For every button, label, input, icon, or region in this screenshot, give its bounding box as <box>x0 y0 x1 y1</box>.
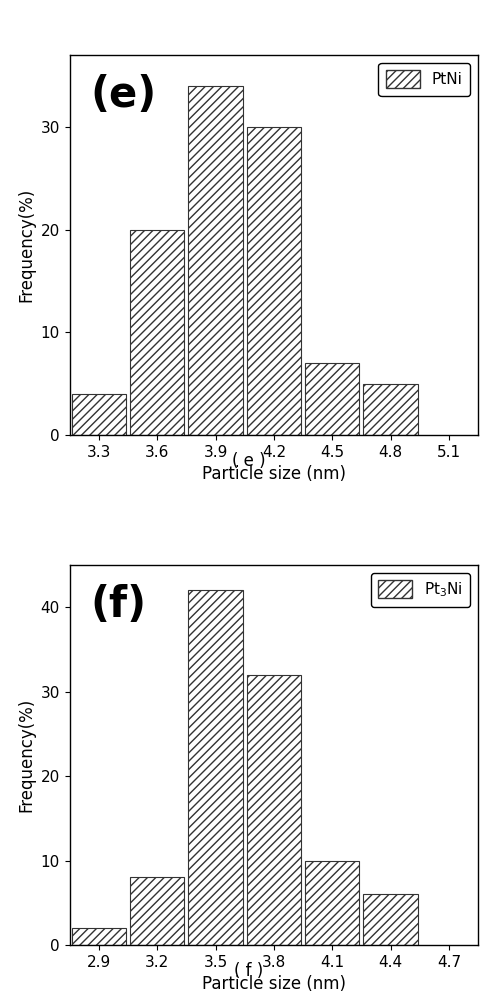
Bar <box>247 127 301 435</box>
X-axis label: Particle size (nm): Particle size (nm) <box>202 975 346 993</box>
Bar <box>130 230 184 435</box>
X-axis label: Particle size (nm): Particle size (nm) <box>202 465 346 483</box>
Bar <box>72 928 126 945</box>
Bar <box>72 394 126 435</box>
Text: ( e ): ( e ) <box>232 452 266 470</box>
Text: ( f ): ( f ) <box>235 962 263 980</box>
Bar <box>188 590 243 945</box>
Text: (f): (f) <box>90 584 146 626</box>
Bar <box>364 384 418 435</box>
Y-axis label: Frequency(%): Frequency(%) <box>17 188 35 302</box>
Legend: Pt$_3$Ni: Pt$_3$Ni <box>371 573 471 607</box>
Bar <box>188 86 243 435</box>
Bar <box>305 363 360 435</box>
Text: (e): (e) <box>90 74 156 116</box>
Bar <box>247 675 301 945</box>
Bar <box>305 861 360 945</box>
Bar <box>364 894 418 945</box>
Y-axis label: Frequency(%): Frequency(%) <box>17 698 35 812</box>
Bar <box>130 877 184 945</box>
Legend: PtNi: PtNi <box>378 63 471 96</box>
